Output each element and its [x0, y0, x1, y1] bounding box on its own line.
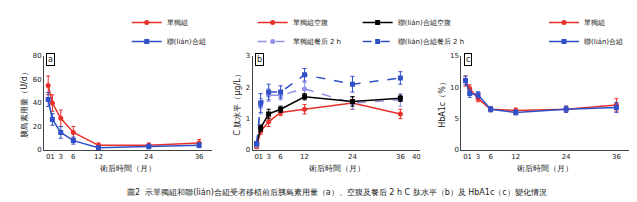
svg-text:12: 12 [94, 153, 103, 161]
svg-text:0: 0 [454, 146, 458, 154]
svg-text:24: 24 [562, 153, 571, 161]
svg-text:40: 40 [412, 153, 421, 161]
svg-text:6: 6 [71, 153, 76, 161]
svg-text:3: 3 [476, 153, 480, 161]
svg-text:1: 1 [467, 153, 471, 161]
svg-text:36: 36 [195, 153, 204, 161]
svg-text:2: 2 [246, 84, 250, 92]
svg-text:15: 15 [450, 52, 459, 60]
svg-text:80: 80 [33, 52, 42, 60]
svg-text:0: 0 [246, 146, 250, 154]
svg-text:0: 0 [463, 153, 467, 161]
svg-text:b: b [257, 55, 262, 64]
svg-text:單獨組: 單獨組 [167, 19, 188, 27]
svg-text:0: 0 [46, 153, 50, 161]
svg-text:3: 3 [266, 153, 270, 161]
svg-text:0: 0 [37, 146, 41, 154]
svg-text:術后時間（月）: 術后時間（月） [517, 164, 573, 173]
svg-text:聯(lián)合組: 聯(lián)合組 [167, 38, 206, 46]
svg-text:單獨組餐后 2 h: 單獨組餐后 2 h [293, 38, 341, 46]
svg-text:60: 60 [33, 76, 42, 84]
svg-text:12: 12 [511, 153, 520, 161]
svg-text:36: 36 [396, 153, 405, 161]
svg-text:3: 3 [246, 52, 250, 60]
svg-text:24: 24 [144, 153, 153, 161]
svg-text:圖2 示單獨組和聯(lián)合組受者移植前后胰島素用量（: 圖2 示單獨組和聯(lián)合組受者移植前后胰島素用量（a）、空腹及餐后 2 … [127, 188, 547, 197]
svg-text:20: 20 [33, 123, 42, 131]
svg-text:聯(lián)合組: 聯(lián)合組 [584, 38, 623, 46]
svg-text:HbA1c（%）: HbA1c（%） [438, 78, 447, 128]
svg-text:40: 40 [33, 99, 42, 107]
svg-text:單獨組: 單獨組 [584, 19, 605, 27]
svg-text:10: 10 [450, 84, 459, 92]
svg-text:a: a [48, 55, 53, 64]
svg-text:3: 3 [59, 153, 63, 161]
svg-text:術后時間（月）: 術后時間（月） [100, 164, 156, 173]
svg-text:1: 1 [258, 153, 262, 161]
svg-text:C 肽水平（μg/L）: C 肽水平（μg/L） [233, 70, 242, 135]
svg-text:術后時間（月）: 術后時間（月） [309, 164, 365, 173]
svg-text:6: 6 [488, 153, 493, 161]
svg-text:12: 12 [300, 153, 309, 161]
svg-text:1: 1 [246, 115, 250, 123]
svg-text:單獨組空腹: 單獨組空腹 [293, 19, 328, 27]
svg-text:0: 0 [254, 153, 258, 161]
svg-text:聯(lián)合組餐后 2 h: 聯(lián)合組餐后 2 h [398, 38, 464, 46]
svg-text:6: 6 [278, 153, 283, 161]
svg-text:胰島素用量（U/d）: 胰島素用量（U/d） [20, 68, 29, 138]
svg-text:c: c [466, 55, 470, 64]
svg-text:24: 24 [348, 153, 357, 161]
svg-text:聯(lián)合組空腹: 聯(lián)合組空腹 [398, 19, 451, 27]
svg-text:1: 1 [50, 153, 54, 161]
svg-text:36: 36 [612, 153, 621, 161]
svg-text:5: 5 [454, 115, 458, 123]
